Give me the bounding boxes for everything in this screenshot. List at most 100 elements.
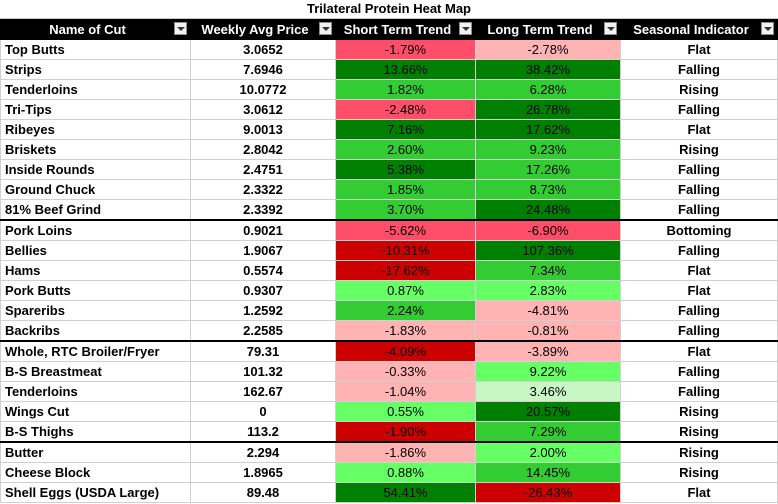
- cell-seasonal-indicator[interactable]: Falling: [620, 99, 778, 120]
- cell-seasonal-indicator[interactable]: Flat: [620, 482, 778, 503]
- cell-long-term-trend[interactable]: -2.78%: [475, 39, 621, 60]
- cell-short-term-trend[interactable]: 1.85%: [335, 179, 476, 200]
- cell-short-term-trend[interactable]: -1.79%: [335, 39, 476, 60]
- cell-name-of-cut[interactable]: Briskets: [0, 139, 191, 160]
- cell-long-term-trend[interactable]: -4.81%: [475, 300, 621, 321]
- cell-short-term-trend[interactable]: 54.41%: [335, 482, 476, 503]
- cell-long-term-trend[interactable]: 9.22%: [475, 361, 621, 382]
- cell-short-term-trend[interactable]: 0.87%: [335, 280, 476, 301]
- cell-name-of-cut[interactable]: Top Butts: [0, 39, 191, 60]
- cell-weekly-avg-price[interactable]: 3.0612: [190, 99, 336, 120]
- cell-short-term-trend[interactable]: 5.38%: [335, 159, 476, 180]
- cell-long-term-trend[interactable]: 8.73%: [475, 179, 621, 200]
- cell-weekly-avg-price[interactable]: 89.48: [190, 482, 336, 503]
- cell-long-term-trend[interactable]: -6.90%: [475, 219, 621, 241]
- cell-seasonal-indicator[interactable]: Rising: [620, 139, 778, 160]
- cell-weekly-avg-price[interactable]: 162.67: [190, 381, 336, 402]
- cell-weekly-avg-price[interactable]: 113.2: [190, 421, 336, 443]
- cell-short-term-trend[interactable]: -17.62%: [335, 260, 476, 281]
- cell-seasonal-indicator[interactable]: Rising: [620, 401, 778, 422]
- cell-short-term-trend[interactable]: 13.66%: [335, 59, 476, 80]
- cell-short-term-trend[interactable]: 3.70%: [335, 199, 476, 221]
- cell-short-term-trend[interactable]: -1.90%: [335, 421, 476, 443]
- cell-weekly-avg-price[interactable]: 79.31: [190, 340, 336, 362]
- header-weekly-avg-price[interactable]: Weekly Avg Price: [190, 19, 336, 40]
- cell-long-term-trend[interactable]: 17.62%: [475, 119, 621, 140]
- cell-name-of-cut[interactable]: Pork Loins: [0, 219, 191, 241]
- header-long-term-trend[interactable]: Long Term Trend: [475, 19, 621, 40]
- cell-weekly-avg-price[interactable]: 2.3392: [190, 199, 336, 221]
- filter-dropdown-icon[interactable]: [604, 22, 617, 35]
- header-seasonal-indicator[interactable]: Seasonal Indicator: [620, 19, 778, 40]
- cell-long-term-trend[interactable]: -26.43%: [475, 482, 621, 503]
- cell-weekly-avg-price[interactable]: 7.6946: [190, 59, 336, 80]
- cell-short-term-trend[interactable]: 2.60%: [335, 139, 476, 160]
- cell-seasonal-indicator[interactable]: Flat: [620, 340, 778, 362]
- cell-name-of-cut[interactable]: B-S Breastmeat: [0, 361, 191, 382]
- cell-weekly-avg-price[interactable]: 2.4751: [190, 159, 336, 180]
- cell-short-term-trend[interactable]: -4.09%: [335, 340, 476, 362]
- cell-short-term-trend[interactable]: 2.24%: [335, 300, 476, 321]
- cell-short-term-trend[interactable]: 0.88%: [335, 462, 476, 483]
- cell-name-of-cut[interactable]: B-S Thighs: [0, 421, 191, 443]
- cell-name-of-cut[interactable]: Hams: [0, 260, 191, 281]
- cell-short-term-trend[interactable]: -5.62%: [335, 219, 476, 241]
- cell-long-term-trend[interactable]: 38.42%: [475, 59, 621, 80]
- cell-name-of-cut[interactable]: Tri-Tips: [0, 99, 191, 120]
- cell-seasonal-indicator[interactable]: Falling: [620, 199, 778, 221]
- cell-long-term-trend[interactable]: -3.89%: [475, 340, 621, 362]
- cell-seasonal-indicator[interactable]: Flat: [620, 119, 778, 140]
- cell-seasonal-indicator[interactable]: Falling: [620, 59, 778, 80]
- cell-name-of-cut[interactable]: Cheese Block: [0, 462, 191, 483]
- cell-long-term-trend[interactable]: 2.00%: [475, 441, 621, 463]
- filter-dropdown-icon[interactable]: [459, 22, 472, 35]
- cell-short-term-trend[interactable]: 0.55%: [335, 401, 476, 422]
- cell-weekly-avg-price[interactable]: 2.294: [190, 441, 336, 463]
- cell-long-term-trend[interactable]: 26.78%: [475, 99, 621, 120]
- cell-weekly-avg-price[interactable]: 10.0772: [190, 79, 336, 100]
- cell-name-of-cut[interactable]: Spareribs: [0, 300, 191, 321]
- cell-short-term-trend[interactable]: 1.82%: [335, 79, 476, 100]
- cell-seasonal-indicator[interactable]: Falling: [620, 159, 778, 180]
- cell-name-of-cut[interactable]: Inside Rounds: [0, 159, 191, 180]
- cell-seasonal-indicator[interactable]: Falling: [620, 320, 778, 342]
- cell-weekly-avg-price[interactable]: 1.8965: [190, 462, 336, 483]
- filter-dropdown-icon[interactable]: [761, 22, 774, 35]
- cell-long-term-trend[interactable]: -0.81%: [475, 320, 621, 342]
- cell-weekly-avg-price[interactable]: 2.3322: [190, 179, 336, 200]
- cell-long-term-trend[interactable]: 24.48%: [475, 199, 621, 221]
- cell-seasonal-indicator[interactable]: Bottoming: [620, 219, 778, 241]
- cell-short-term-trend[interactable]: -1.86%: [335, 441, 476, 463]
- cell-seasonal-indicator[interactable]: Rising: [620, 441, 778, 463]
- filter-dropdown-icon[interactable]: [319, 22, 332, 35]
- cell-seasonal-indicator[interactable]: Falling: [620, 361, 778, 382]
- cell-weekly-avg-price[interactable]: 1.9067: [190, 240, 336, 261]
- cell-name-of-cut[interactable]: Pork Butts: [0, 280, 191, 301]
- cell-short-term-trend[interactable]: -1.04%: [335, 381, 476, 402]
- header-short-term-trend[interactable]: Short Term Trend: [335, 19, 476, 40]
- cell-seasonal-indicator[interactable]: Falling: [620, 179, 778, 200]
- cell-long-term-trend[interactable]: 3.46%: [475, 381, 621, 402]
- cell-weekly-avg-price[interactable]: 9.0013: [190, 119, 336, 140]
- cell-long-term-trend[interactable]: 14.45%: [475, 462, 621, 483]
- cell-name-of-cut[interactable]: 81% Beef Grind: [0, 199, 191, 221]
- cell-seasonal-indicator[interactable]: Rising: [620, 79, 778, 100]
- cell-weekly-avg-price[interactable]: 101.32: [190, 361, 336, 382]
- cell-long-term-trend[interactable]: 7.29%: [475, 421, 621, 443]
- cell-name-of-cut[interactable]: Shell Eggs (USDA Large): [0, 482, 191, 503]
- cell-name-of-cut[interactable]: Tenderloins: [0, 79, 191, 100]
- cell-weekly-avg-price[interactable]: 3.0652: [190, 39, 336, 60]
- cell-seasonal-indicator[interactable]: Rising: [620, 462, 778, 483]
- cell-name-of-cut[interactable]: Backribs: [0, 320, 191, 342]
- cell-seasonal-indicator[interactable]: Flat: [620, 39, 778, 60]
- cell-seasonal-indicator[interactable]: Falling: [620, 381, 778, 402]
- cell-weekly-avg-price[interactable]: 0.9307: [190, 280, 336, 301]
- cell-weekly-avg-price[interactable]: 0.9021: [190, 219, 336, 241]
- cell-short-term-trend[interactable]: -0.33%: [335, 361, 476, 382]
- cell-long-term-trend[interactable]: 7.34%: [475, 260, 621, 281]
- cell-name-of-cut[interactable]: Strips: [0, 59, 191, 80]
- cell-name-of-cut[interactable]: Whole, RTC Broiler/Fryer: [0, 340, 191, 362]
- cell-short-term-trend[interactable]: -1.83%: [335, 320, 476, 342]
- filter-dropdown-icon[interactable]: [174, 22, 187, 35]
- cell-long-term-trend[interactable]: 20.57%: [475, 401, 621, 422]
